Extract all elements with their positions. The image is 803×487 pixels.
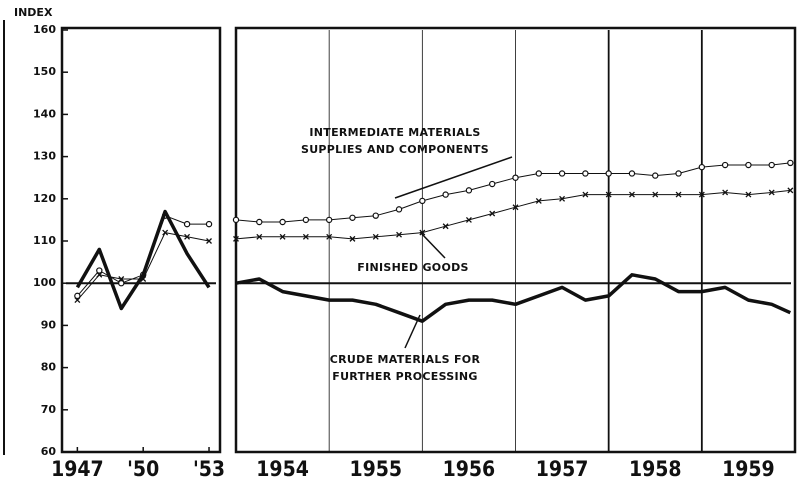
marker bbox=[205, 220, 213, 228]
annotation: CRUDE MATERIALS FOR bbox=[330, 353, 481, 366]
arrow bbox=[394, 156, 513, 199]
marker bbox=[722, 189, 729, 196]
marker bbox=[419, 197, 426, 205]
marker bbox=[395, 206, 403, 213]
marker bbox=[118, 280, 125, 287]
annotation: INTERMEDIATE MATERIALS bbox=[309, 126, 480, 139]
marker bbox=[232, 216, 240, 224]
marker bbox=[745, 161, 752, 169]
annotation: FURTHER PROCESSING bbox=[332, 370, 478, 383]
arrow bbox=[419, 231, 446, 259]
series-line bbox=[235, 189, 791, 240]
marker bbox=[721, 161, 729, 169]
marker bbox=[302, 216, 310, 224]
marker bbox=[652, 172, 659, 179]
marker bbox=[787, 159, 794, 167]
y-tick-label: 90 bbox=[41, 318, 57, 331]
marker bbox=[96, 271, 103, 278]
marker bbox=[512, 174, 519, 181]
marker bbox=[698, 191, 705, 198]
marker bbox=[582, 170, 589, 177]
marker bbox=[349, 214, 356, 221]
marker bbox=[279, 233, 286, 240]
panel-frame bbox=[60, 26, 222, 454]
marker bbox=[582, 191, 589, 198]
marker bbox=[372, 233, 379, 240]
marker bbox=[535, 197, 542, 204]
marker bbox=[184, 233, 191, 240]
x-tick-label: 1954 bbox=[256, 457, 309, 481]
series-line bbox=[235, 162, 791, 223]
marker bbox=[442, 191, 449, 198]
marker bbox=[768, 189, 775, 196]
marker bbox=[74, 292, 81, 300]
x-tick-label: '50 bbox=[127, 457, 159, 481]
y-tick-label: 150 bbox=[33, 65, 56, 78]
marker bbox=[279, 218, 286, 226]
marker bbox=[465, 216, 472, 223]
marker bbox=[628, 191, 635, 198]
y-tick-label: 120 bbox=[33, 192, 56, 205]
marker bbox=[74, 297, 81, 304]
marker bbox=[118, 276, 125, 282]
marker bbox=[675, 170, 682, 177]
marker bbox=[652, 191, 659, 198]
series-line bbox=[77, 232, 210, 301]
marker bbox=[605, 170, 612, 177]
marker bbox=[206, 238, 212, 244]
marker bbox=[787, 187, 794, 194]
y-tick-label: 100 bbox=[33, 276, 56, 289]
marker bbox=[396, 231, 403, 238]
marker bbox=[442, 223, 449, 230]
marker bbox=[233, 235, 239, 242]
marker bbox=[745, 191, 752, 198]
x-tick-label: 1956 bbox=[443, 457, 496, 481]
marker bbox=[675, 191, 682, 198]
x-tick-label: 1947 bbox=[51, 457, 104, 481]
marker bbox=[162, 229, 169, 236]
annotation: FINISHED GOODS bbox=[357, 261, 469, 274]
y-tick-label: 110 bbox=[33, 234, 56, 247]
series-line bbox=[235, 273, 792, 323]
y-tick-label: 160 bbox=[33, 23, 56, 36]
y-tick-label: 130 bbox=[33, 150, 56, 163]
marker bbox=[512, 204, 519, 211]
y-tick-label: 80 bbox=[41, 361, 57, 374]
x-tick-label: '53 bbox=[193, 457, 225, 481]
y-tick-label: 70 bbox=[41, 403, 57, 416]
marker bbox=[302, 233, 309, 240]
marker bbox=[349, 235, 356, 242]
marker bbox=[489, 180, 496, 188]
marker bbox=[256, 218, 263, 226]
marker bbox=[256, 233, 263, 240]
marker bbox=[698, 163, 706, 171]
y-tick-label: 60 bbox=[41, 445, 57, 458]
marker bbox=[465, 187, 473, 194]
marker bbox=[419, 229, 426, 236]
y-axis-label: INDEX bbox=[14, 6, 53, 19]
marker bbox=[628, 170, 636, 177]
marker bbox=[325, 216, 333, 224]
y-tick-label: 140 bbox=[33, 107, 56, 120]
marker bbox=[96, 267, 103, 274]
marker bbox=[768, 161, 775, 169]
annotation: SUPPLIES AND COMPONENTS bbox=[301, 143, 489, 156]
marker bbox=[372, 212, 379, 219]
marker bbox=[535, 170, 542, 177]
marker bbox=[183, 220, 191, 228]
marker bbox=[559, 195, 566, 202]
marker bbox=[605, 191, 612, 198]
series-line bbox=[75, 209, 211, 311]
x-tick-label: 1959 bbox=[722, 457, 775, 481]
x-tick-label: 1958 bbox=[629, 457, 682, 481]
x-tick-label: 1957 bbox=[536, 457, 589, 481]
marker bbox=[489, 210, 496, 217]
marker bbox=[326, 233, 333, 240]
marker bbox=[558, 170, 566, 177]
x-tick-label: 1955 bbox=[349, 457, 402, 481]
